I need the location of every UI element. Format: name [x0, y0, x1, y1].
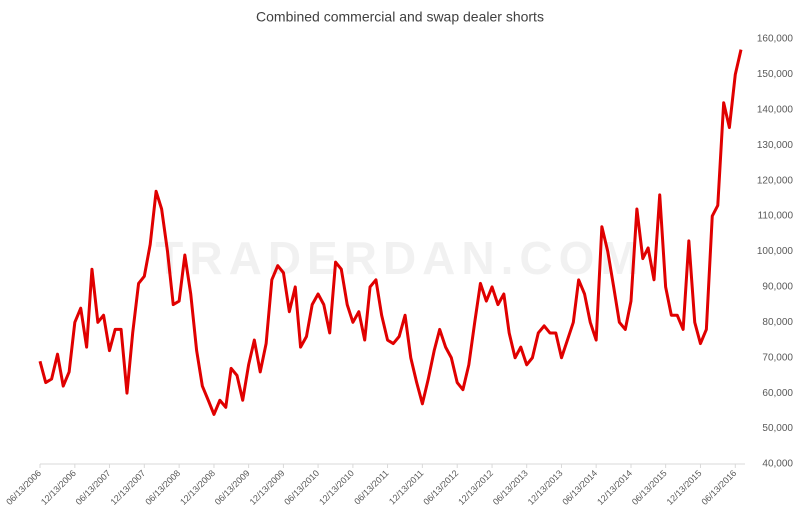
y-tick-label: 70,000: [762, 352, 793, 363]
watermark: TRADERDAN.COM: [155, 232, 644, 284]
y-tick-label: 100,000: [757, 246, 794, 257]
y-tick-label: 150,000: [757, 69, 794, 80]
line-series: [38, 49, 743, 416]
y-tick-label: 60,000: [762, 388, 793, 399]
y-tick-label: 110,000: [758, 211, 794, 222]
y-tick-label: 140,000: [757, 104, 794, 115]
y-tick-label: 130,000: [757, 140, 794, 151]
y-tick-label: 80,000: [762, 317, 793, 328]
y-tick-label: 90,000: [762, 282, 793, 293]
y-tick-label: 40,000: [762, 459, 793, 470]
y-tick-label: 120,000: [757, 175, 794, 186]
y-tick-label: 160,000: [757, 34, 794, 45]
y-tick-label: 50,000: [762, 423, 793, 434]
chart-title: Combined commercial and swap dealer shor…: [256, 9, 544, 25]
